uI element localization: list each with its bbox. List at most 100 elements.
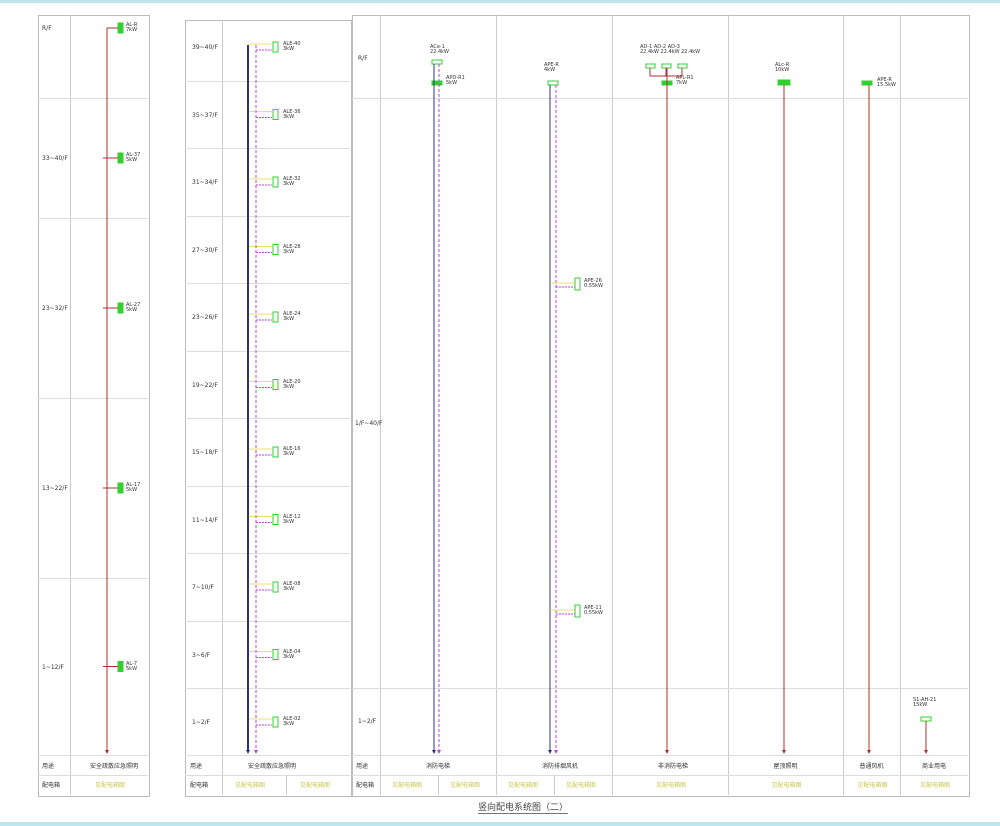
distribution-box [272,649,279,660]
top-box-label: AD-1 AD-2 AD-3 22.4kW 22.4kW 22.4kW [640,45,700,55]
box-power: 3kW [283,721,295,727]
panel-2-divider [222,20,223,795]
box-name: APE-R [877,77,892,83]
use-label: 用途 [356,763,369,770]
row-divider [38,578,148,579]
floor-label: 39~40/F [192,44,218,51]
box-power: 3kW [283,383,295,390]
use-value: 安全疏散应急照明 [90,763,139,770]
panel-3-frame [352,15,970,797]
distribution-box [431,59,443,65]
row-divider [352,775,968,776]
col-divider [438,775,439,795]
box-label: AL-17 5kW [126,483,140,493]
row-divider [185,80,350,82]
panel-1-divider [70,15,71,795]
col-divider [554,775,555,795]
row-divider [352,755,968,756]
col-divider [380,15,381,795]
box-label: AL-7 5kW [126,661,137,672]
box-name: ALE-12 [283,513,301,520]
distribution-box [777,79,791,86]
col-divider [612,15,613,795]
box-name: ALE-08 [283,581,301,587]
box-powers: 22.4kW 22.4kW 22.4kW [640,49,701,55]
box-value: 见配电箱图 [392,782,423,789]
mid-box-label: APE-26 0.55kW [584,279,603,289]
row-divider [38,775,148,776]
box-power: 10kW [775,67,790,73]
row-divider [38,398,148,399]
floor-label: 1/F~40/F [355,420,383,427]
distribution-box [272,379,279,390]
row-divider [38,218,148,219]
floor-label: 7~10/F [192,584,214,591]
box-value: 见配电箱图 [857,782,888,789]
distribution-box [272,716,279,728]
arrow-icon [548,750,552,754]
row-divider [185,775,350,776]
box-power: 3kW [283,451,295,457]
top-border [0,0,1000,3]
box-value: 见配电箱图 [95,782,126,789]
box-value: 见配电箱图 [450,782,481,789]
box-value: 见配电箱图 [235,782,266,789]
box-power: 7kW [126,27,138,33]
box-name: APE-11 [584,605,602,611]
row-divider [185,485,350,487]
box-name: ALE-28 [283,243,301,250]
box-label: ALE-32 3kW [283,177,301,187]
distribution-box [861,80,873,86]
box-label: ALE-20 3kW [283,379,301,390]
distribution-box [272,514,279,525]
box-name: ALE-40 [283,41,301,47]
box-name: ALE-02 [283,716,301,722]
top-box-label: APE-R 15.5kW [877,78,896,88]
use-label: 用途 [190,763,203,770]
floor-label: 11~14/F [192,516,218,524]
box-name: APD-R1 [446,75,465,81]
box-power: 15kW [913,702,928,708]
col-divider [728,15,729,795]
floor-label: 27~30/F [192,246,218,254]
box-name: ALE-24 [283,311,301,317]
floor-label: 13~22/F [42,485,68,492]
diagram-title: 竖向配电系统图（二） [478,800,569,814]
arrow-icon [924,750,928,754]
box-label: ALE-40 3kW [283,42,301,52]
top-box-label: ALc-R 10kW [775,63,789,73]
col-divider [496,15,497,795]
box-power: 3kW [283,316,295,322]
box-power: 5kW [446,80,458,86]
distribution-box [117,302,124,314]
top-box-label: S1-AH-21 15kW [913,698,936,708]
box-label: ALE-36 3kW [283,109,301,120]
col-divider [286,775,287,795]
panel-1-frame [38,15,150,797]
arrow-icon [554,750,558,754]
floor-label: R/F [358,55,368,62]
distribution-box [272,581,279,593]
distribution-box [117,482,124,494]
floor-label: 33~40/F [42,155,68,162]
arrow-icon [665,750,669,754]
row-divider [185,215,350,217]
box-name: ALE-04 [283,648,301,655]
box-power: 22.4kW [430,49,449,55]
row-divider [352,98,968,99]
floor-label: 1~2/F [192,719,211,726]
floor-label: 15~18/F [192,449,218,456]
row-divider [185,755,350,756]
floor-label: 1~2/F [358,718,377,725]
box-power: 5kW [126,307,138,313]
box-name: S1-AH-21 [913,697,937,703]
col-divider [843,15,844,795]
use-value: 商业用电 [922,763,947,770]
use-value: 消防电梯 [426,763,451,770]
box-name: APE-26 [584,278,602,284]
box-power: 0.55kW [584,610,603,616]
floor-label: R/F [42,25,52,32]
row-divider [185,418,350,419]
panel-2-frame [185,20,352,797]
